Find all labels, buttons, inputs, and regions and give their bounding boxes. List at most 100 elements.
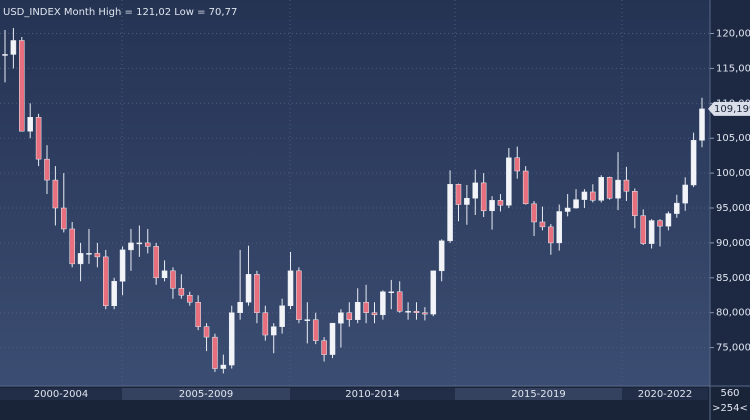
candle-body xyxy=(615,179,621,199)
candle-body xyxy=(480,182,487,212)
candle-body xyxy=(640,215,646,244)
period-band xyxy=(0,388,122,400)
x-tick-label: 2005-2009 xyxy=(179,389,234,400)
candle-body xyxy=(312,319,319,341)
candle-body xyxy=(665,213,672,227)
candle-body xyxy=(254,274,260,313)
candle-body xyxy=(296,270,302,320)
candle-body xyxy=(598,177,604,201)
candle-body xyxy=(674,202,680,214)
candle-body xyxy=(648,220,655,244)
candle-body xyxy=(77,253,84,265)
candle-body xyxy=(632,191,638,216)
candle-body xyxy=(237,301,243,313)
last-price-label: 109,199 xyxy=(714,104,750,115)
candle-body xyxy=(447,184,453,242)
candle-body xyxy=(329,322,336,355)
candle-body xyxy=(228,312,235,366)
candle-body xyxy=(464,197,470,205)
candle-body xyxy=(455,184,462,205)
candle-body xyxy=(573,199,579,209)
candle-body xyxy=(371,312,378,316)
candle-body xyxy=(119,249,126,282)
candle-body xyxy=(489,200,495,212)
candle-body xyxy=(19,40,25,132)
candle-body xyxy=(472,182,479,199)
candle-body xyxy=(279,305,285,327)
candle-body xyxy=(27,117,33,132)
candle-body xyxy=(514,157,521,172)
y-tick-label: 80,000 xyxy=(716,308,750,319)
candle-body xyxy=(556,211,563,244)
candle-body xyxy=(10,40,17,55)
candle-body xyxy=(438,240,445,272)
candle-body xyxy=(430,270,437,315)
candle-body xyxy=(581,191,588,200)
candle-body xyxy=(548,226,554,244)
candle-body xyxy=(405,311,411,313)
y-tick-label: 90,000 xyxy=(716,238,750,249)
x-tick-label: 2015-2019 xyxy=(511,389,566,400)
candle-body xyxy=(86,253,92,255)
candle-body xyxy=(682,184,688,204)
y-tick-label: 100,000 xyxy=(716,168,750,179)
candle-body xyxy=(44,158,50,181)
x-tick-label: 2020-2022 xyxy=(638,389,693,400)
candle-body xyxy=(506,157,512,206)
period-band xyxy=(622,388,708,400)
candle-body xyxy=(186,295,193,303)
last-price-marker xyxy=(708,101,750,116)
candle-body xyxy=(52,179,59,209)
candle-body xyxy=(338,312,344,324)
candle-body xyxy=(287,270,294,306)
candle-body xyxy=(304,319,311,321)
candle-body xyxy=(178,288,185,296)
zoom-text[interactable]: >254< xyxy=(712,403,748,414)
period-band xyxy=(455,388,622,400)
chart-title: USD_INDEX Month High = 121,02 Low = 70,7… xyxy=(3,7,237,18)
candle-body xyxy=(497,200,504,206)
candle-body xyxy=(522,170,529,205)
candle-body xyxy=(321,340,327,355)
period-band xyxy=(122,388,290,400)
candle-body xyxy=(380,291,386,316)
candle-body xyxy=(539,221,546,228)
candle-body xyxy=(564,207,571,212)
y-tick-label: 95,000 xyxy=(716,203,750,214)
candle-body xyxy=(245,274,252,303)
candle-body xyxy=(690,140,697,186)
y-tick-label: 115,000 xyxy=(716,63,750,74)
candle-body xyxy=(270,326,277,336)
x-tick-label: 2000-2004 xyxy=(34,389,89,400)
candle-body xyxy=(262,312,269,336)
y-tick-label: 120,000 xyxy=(716,29,750,40)
y-tick-label: 105,000 xyxy=(716,133,750,144)
candle-body xyxy=(61,207,67,230)
candle-body xyxy=(35,117,42,160)
candle-body xyxy=(220,364,227,369)
candle-body xyxy=(531,203,537,223)
x-tick-label: 2010-2014 xyxy=(345,389,400,400)
candle-body xyxy=(606,177,613,199)
scale-text: 560 xyxy=(720,388,739,399)
candle-body xyxy=(103,256,109,306)
candle-body xyxy=(346,312,353,320)
candle-body xyxy=(413,311,420,313)
candle-body xyxy=(590,191,596,201)
candle-body xyxy=(363,301,369,313)
candle-body xyxy=(128,242,134,251)
period-band xyxy=(290,388,455,400)
candle-body xyxy=(203,326,210,338)
y-tick-label: 75,000 xyxy=(716,343,750,354)
candle-body xyxy=(657,220,663,227)
y-tick-label: 85,000 xyxy=(716,273,750,284)
candle-body xyxy=(2,54,8,56)
candle-body xyxy=(699,108,705,141)
candle-body xyxy=(212,336,218,369)
candle-body xyxy=(111,281,117,306)
candle-body xyxy=(422,312,428,315)
candle-body xyxy=(94,253,101,258)
candle-body xyxy=(623,179,630,192)
candle-body xyxy=(354,301,361,320)
